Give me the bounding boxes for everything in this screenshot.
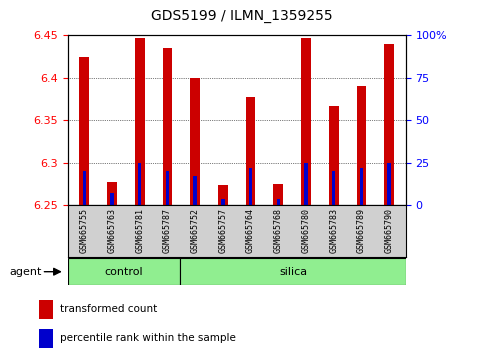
Text: transformed count: transformed count [60,304,157,314]
Text: GSM665790: GSM665790 [384,208,394,253]
Bar [135,38,144,205]
Text: GSM665763: GSM665763 [107,208,116,253]
Bar [387,163,391,205]
Bar [180,258,406,285]
Bar [110,193,114,205]
Bar [360,168,363,205]
Text: GSM665752: GSM665752 [191,208,199,253]
Bar [190,78,200,205]
Text: GSM665781: GSM665781 [135,208,144,253]
Bar [107,182,117,205]
Bar [384,44,394,205]
Bar [329,106,339,205]
Text: GDS5199 / ILMN_1359255: GDS5199 / ILMN_1359255 [151,9,332,23]
Text: GSM665783: GSM665783 [329,208,338,253]
Bar [273,184,283,205]
Bar [79,57,89,205]
Bar [163,48,172,205]
Text: GSM665768: GSM665768 [274,208,283,253]
Bar [246,97,256,205]
Bar [83,171,86,205]
Bar [304,163,308,205]
Text: GSM665757: GSM665757 [218,208,227,253]
Bar [332,171,335,205]
Text: GSM665789: GSM665789 [357,208,366,253]
Bar [166,171,169,205]
Bar [356,86,366,205]
Bar [193,176,197,205]
Bar [221,199,225,205]
Bar [39,329,53,348]
Bar [68,258,180,285]
Text: control: control [105,267,143,277]
Bar [301,38,311,205]
Bar [277,199,280,205]
Text: percentile rank within the sample: percentile rank within the sample [60,333,236,343]
Text: agent: agent [10,267,42,277]
Bar [138,163,142,205]
Text: GSM665787: GSM665787 [163,208,172,253]
Bar [218,185,227,205]
Text: GSM665764: GSM665764 [246,208,255,253]
Bar [39,300,53,319]
Text: GSM665755: GSM665755 [80,208,89,253]
Text: silica: silica [279,267,307,277]
Text: GSM665780: GSM665780 [301,208,311,253]
Bar [249,168,252,205]
